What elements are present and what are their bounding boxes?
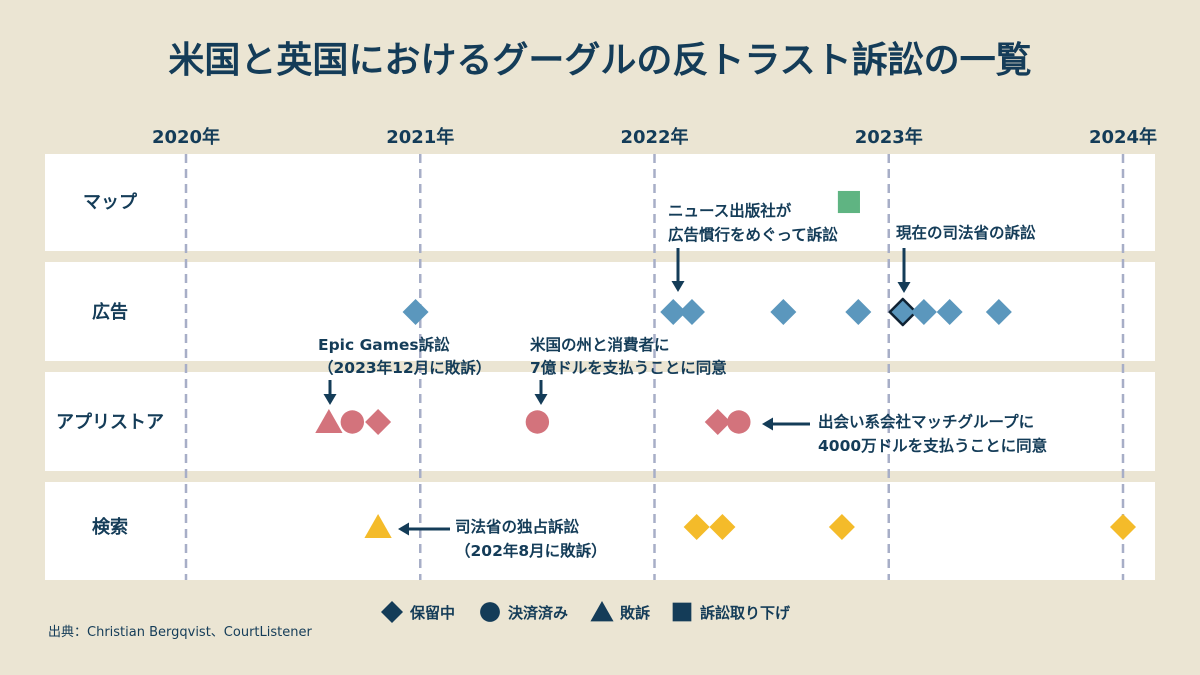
case-marker-lost (364, 514, 392, 539)
category-label: 広告 (92, 301, 128, 323)
year-tick-label: 2024年 (1089, 126, 1157, 148)
case-marker-dropped (837, 190, 860, 214)
category-row-panel (45, 262, 1155, 361)
legend-symbol-dropped (672, 602, 692, 622)
category-row-panel (45, 482, 1155, 580)
annotation-arrow-head (398, 522, 409, 536)
category-label: 検索 (92, 516, 128, 538)
case-marker-lost (315, 409, 343, 434)
category-row-panel (45, 154, 1155, 251)
annotation-arrow-head (323, 394, 337, 405)
case-marker-pending (888, 297, 918, 327)
legend-label: 保留中 (409, 604, 455, 622)
case-markers (315, 190, 1136, 540)
annotation-text: （2023年12月に敗訴） (318, 358, 491, 377)
category-row-panel (45, 372, 1155, 471)
legend-label: 訴訟取り下げ (700, 604, 791, 622)
case-marker-pending (709, 514, 736, 540)
annotation-text: Epic Games訴訟 (318, 335, 450, 354)
case-marker-settled (340, 410, 365, 434)
case-marker-pending (845, 299, 872, 325)
chart-title: 米国と英国におけるグーグルの反トラスト訴訟の一覧 (168, 40, 1031, 81)
case-marker-pending (1110, 514, 1136, 540)
case-marker-pending (910, 299, 937, 325)
category-label: アプリストア (56, 411, 164, 433)
source-note: 出典：Christian Bergqvist、CourtListener (48, 625, 312, 640)
annotation-text: 司法省の独占訴訟 (455, 517, 580, 536)
annotation-text: 出会い系会社マッチグループに (818, 412, 1034, 431)
legend-symbol-settled (480, 602, 500, 622)
case-marker-pending (678, 299, 705, 325)
case-marker-pending (770, 299, 797, 325)
case-marker-pending (828, 514, 855, 540)
annotation-arrow-head (534, 394, 548, 405)
year-tick-label: 2023年 (855, 126, 923, 148)
case-marker-settled (727, 410, 751, 434)
annotation-text: 広告慣行をめぐって訴訟 (668, 225, 838, 244)
legend-label: 敗訴 (620, 604, 650, 622)
annotation-arrow-head (897, 282, 911, 293)
case-marker-pending (365, 409, 392, 435)
annotation-text: 4000万ドルを支払うことに同意 (818, 436, 1047, 455)
annotation-text: 現在の司法省の訴訟 (896, 223, 1036, 242)
category-label: マップ (83, 191, 138, 213)
annotation-text: （202年8月に敗訴） (455, 541, 607, 560)
case-marker-pending (985, 299, 1012, 325)
case-marker-pending (683, 514, 710, 540)
annotation-arrow-head (671, 281, 685, 292)
year-tick-label: 2020年 (152, 126, 220, 148)
case-marker-pending (936, 299, 963, 325)
legend-symbol-lost (590, 601, 614, 622)
case-marker-pending (402, 299, 429, 325)
legend-label: 決済済み (508, 604, 568, 622)
annotation-arrow-head (762, 417, 773, 431)
legend-symbol-pending (381, 601, 403, 623)
year-gridlines (184, 154, 1125, 580)
case-marker-settled (525, 410, 550, 434)
category-rows (45, 154, 1155, 580)
annotation-text: 米国の州と消費者に (530, 335, 670, 354)
year-tick-label: 2022年 (620, 126, 688, 148)
case-marker-pending (704, 409, 731, 435)
x-axis-year-labels: 2020年 2021年 2022年 2023年 2024年 (152, 126, 1157, 148)
case-marker-pending (660, 299, 687, 325)
annotation-text: 7億ドルを支払うことに同意 (530, 358, 727, 377)
annotation-text: ニュース出版社が (668, 201, 792, 220)
year-tick-label: 2021年 (386, 126, 454, 148)
legend: 保留中 決済済み 敗訴 訴訟取り下げ (381, 601, 791, 623)
